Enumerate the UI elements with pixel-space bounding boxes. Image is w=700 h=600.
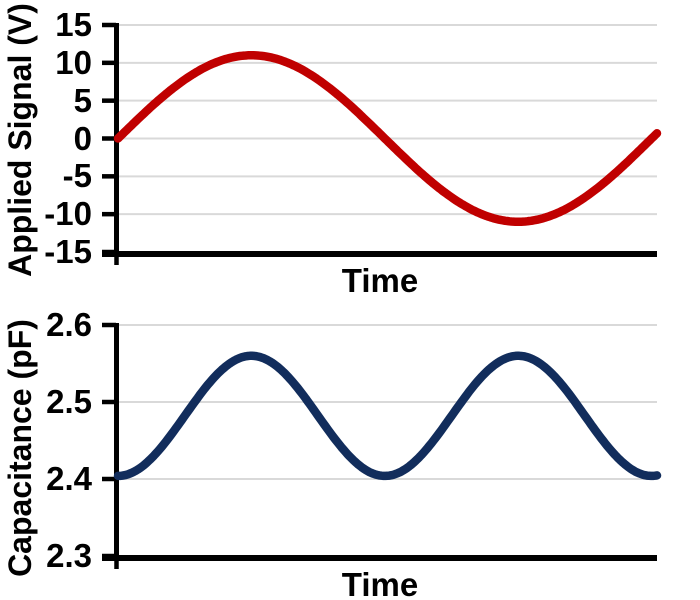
- capacitance-curve: [113, 351, 662, 481]
- applied-signal-vs-time-plot: [102, 22, 662, 265]
- top-y-tick-5: 5: [73, 81, 92, 119]
- top-y-tick-0: 0: [73, 119, 92, 157]
- bottom-y-tick-2_5: 2.5: [46, 383, 92, 420]
- applied-signal-curve: [113, 51, 662, 226]
- bottom-x-axis-title: Time: [341, 566, 419, 600]
- bottom-y-tick-2_3: 2.3: [46, 537, 92, 574]
- top-y-tick-neg10: -10: [44, 195, 92, 233]
- top-y-tick-neg5: -5: [62, 157, 92, 195]
- top-y-tick-10: 10: [55, 43, 92, 81]
- capacitance-vs-time-plot: [102, 322, 662, 569]
- bottom-y-tick-2_4: 2.4: [46, 460, 92, 497]
- top-y-tick-15: 15: [55, 6, 92, 43]
- bottom-y-tick-2_6: 2.6: [46, 306, 92, 343]
- top-x-axis-title: Time: [341, 262, 419, 299]
- top-y-tick-neg15: -15: [44, 233, 92, 270]
